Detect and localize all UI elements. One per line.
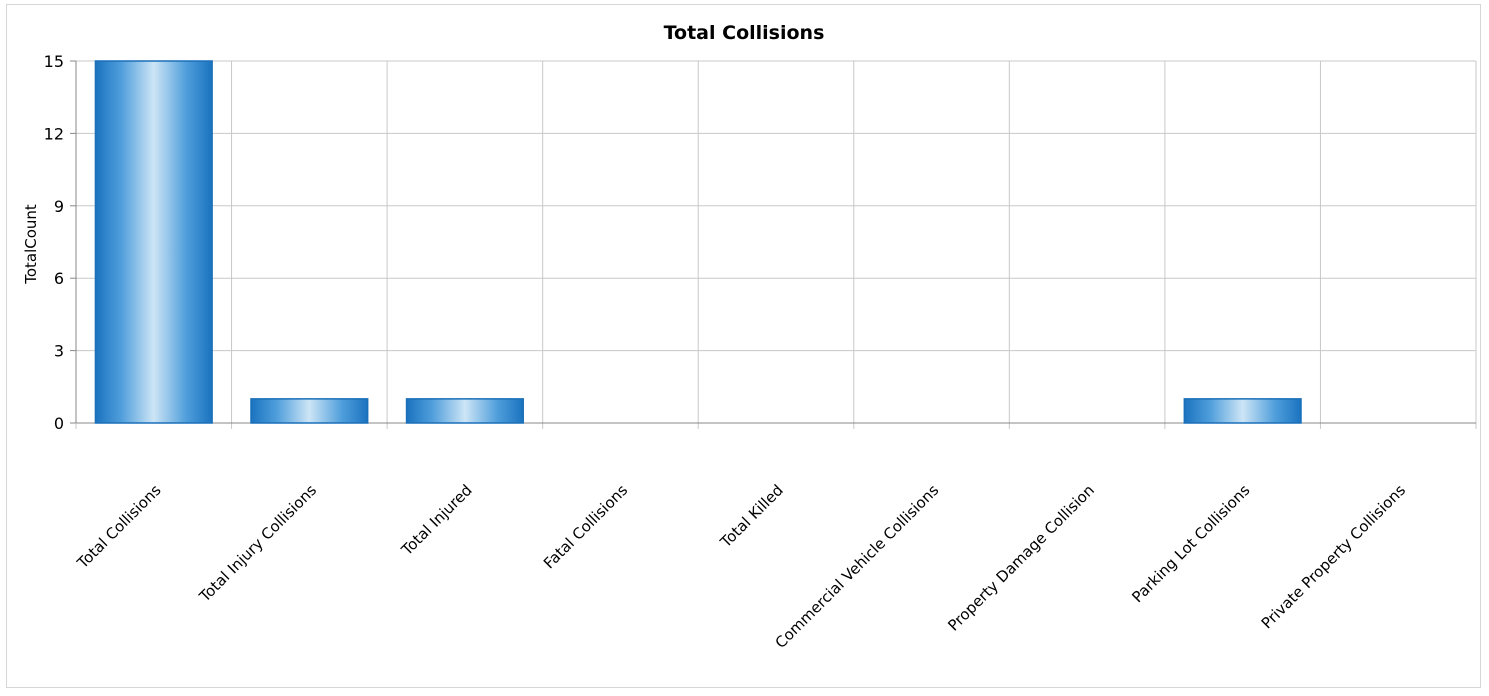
bars-layer <box>94 60 1302 424</box>
y-tick-label: 15 <box>44 52 64 71</box>
x-tick-label: Total Collisions <box>73 481 165 573</box>
y-axis-label: TotalCount <box>22 204 40 285</box>
y-tick-label: 6 <box>54 269 64 288</box>
x-tick-labels: Total Collisions Total Injury Collisions T… <box>73 481 1409 652</box>
x-tick-label: Property Damage Collision <box>944 481 1098 635</box>
x-tick-label: Total Injured <box>397 481 475 559</box>
bar <box>94 60 213 424</box>
bar <box>405 398 524 424</box>
x-tick-label: Fatal Collisions <box>540 481 631 572</box>
y-tick-label: 0 <box>54 414 64 433</box>
bar <box>1183 398 1302 424</box>
y-tick-label: 9 <box>54 197 64 216</box>
chart-title: Total Collisions <box>664 22 825 44</box>
bar <box>250 398 369 424</box>
x-tick-label: Total Injury Collisions <box>195 481 320 606</box>
x-tick-label: Private Property Collisions <box>1258 481 1409 632</box>
y-tick-label: 3 <box>54 342 64 361</box>
grid-layer <box>70 60 1477 429</box>
x-tick-label: Parking Lot Collisions <box>1128 481 1253 606</box>
y-tick-labels: 0 3 6 9 12 15 <box>44 52 64 433</box>
y-tick-label: 12 <box>44 124 64 143</box>
x-tick-label: Commercial Vehicle Collisions <box>772 481 943 652</box>
x-tick-label: Total Killed <box>716 481 787 552</box>
